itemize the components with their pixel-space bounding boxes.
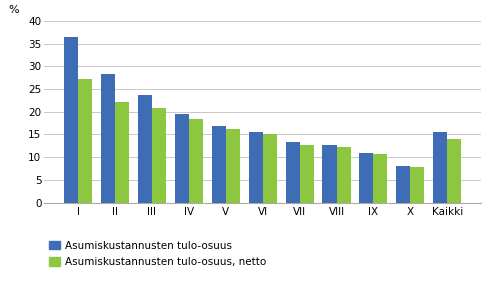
Bar: [248, 132, 263, 203]
Bar: [447, 139, 462, 203]
Bar: [359, 153, 374, 203]
Y-axis label: %: %: [8, 5, 19, 15]
Bar: [226, 129, 240, 203]
Bar: [175, 114, 189, 203]
Bar: [64, 37, 78, 203]
Bar: [396, 166, 410, 203]
Bar: [300, 145, 314, 203]
Bar: [101, 74, 115, 203]
Bar: [374, 154, 387, 203]
Bar: [115, 102, 129, 203]
Bar: [212, 126, 226, 203]
Bar: [433, 132, 447, 203]
Bar: [189, 119, 203, 203]
Legend: Asumiskustannusten tulo-osuus, Asumiskustannusten tulo-osuus, netto: Asumiskustannusten tulo-osuus, Asumiskus…: [50, 240, 266, 267]
Bar: [152, 108, 166, 203]
Bar: [138, 95, 152, 203]
Bar: [78, 79, 92, 203]
Bar: [410, 167, 424, 203]
Bar: [336, 147, 351, 203]
Bar: [323, 145, 336, 203]
Bar: [286, 142, 300, 203]
Bar: [263, 134, 277, 203]
